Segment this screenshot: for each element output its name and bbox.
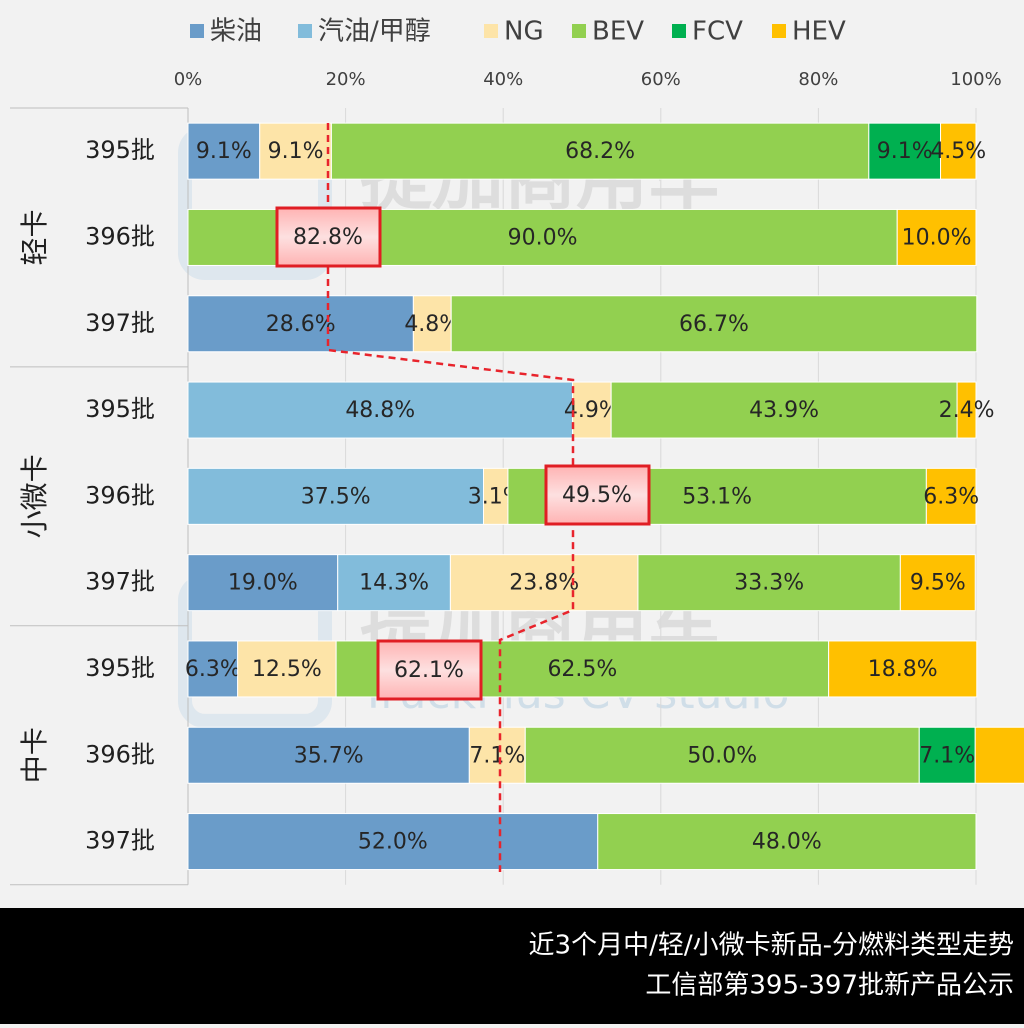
footer-text: 近3个月中/轻/小微卡新品-分燃料类型走势 — [529, 931, 1014, 961]
bar-segment — [637, 554, 901, 612]
y-tick-label: 396批 — [85, 740, 155, 768]
data-label: 6.3% — [923, 484, 979, 509]
data-label: 52.0% — [358, 830, 428, 855]
legend-label: NG — [504, 17, 544, 47]
bar-segment — [412, 295, 452, 353]
bar-segment — [187, 381, 574, 439]
data-label: 37.5% — [301, 484, 371, 509]
data-label: 90.0% — [508, 225, 578, 250]
bar-segment — [610, 381, 958, 439]
group-label: 小微卡 — [18, 454, 51, 538]
legend-label: 汽油/甲醇 — [318, 17, 431, 47]
group-label: 轻卡 — [18, 209, 51, 265]
x-tick-label: 100% — [950, 69, 1001, 90]
bar-segment — [187, 467, 484, 525]
bar-segment — [956, 381, 977, 439]
legend-swatch — [190, 24, 204, 38]
y-tick-label: 397批 — [85, 568, 155, 596]
data-label: 18.8% — [868, 657, 938, 682]
annotation-box — [376, 639, 483, 701]
data-label: 14.3% — [359, 571, 429, 596]
data-label: 2.4% — [939, 398, 995, 423]
x-tick-label: 80% — [798, 69, 838, 90]
data-label: 23.8% — [509, 571, 579, 596]
legend-swatch — [772, 24, 786, 38]
data-label: 12.5% — [252, 657, 322, 682]
legend-label: HEV — [792, 17, 846, 47]
bar-segment — [187, 295, 414, 353]
annotation: 49.5% — [562, 483, 632, 508]
legend-swatch — [672, 24, 686, 38]
data-label: 9.1% — [877, 139, 933, 164]
legend-swatch — [484, 24, 498, 38]
data-label: 10.0% — [902, 225, 972, 250]
annotation-box — [544, 464, 651, 526]
legend-label: FCV — [692, 17, 743, 47]
legend-swatch — [572, 24, 586, 38]
x-tick-label: 0% — [174, 69, 203, 90]
group-label: 中卡 — [18, 727, 51, 783]
bar-segment — [187, 726, 470, 784]
data-label: 19.0% — [228, 571, 298, 596]
legend-swatch — [298, 24, 312, 38]
annotation: 82.8% — [293, 225, 363, 250]
data-label: 9.5% — [910, 571, 966, 596]
data-label: 50.0% — [687, 743, 757, 768]
bar-segment — [896, 208, 977, 266]
x-tick-label: 20% — [326, 69, 366, 90]
y-tick-label: 397批 — [85, 827, 155, 855]
data-label: 28.6% — [266, 312, 336, 337]
annotation: 62.1% — [394, 658, 464, 683]
bar-segment — [899, 554, 976, 612]
legend-label: 柴油 — [210, 17, 262, 47]
y-tick-label: 397批 — [85, 309, 155, 337]
data-label: 48.0% — [752, 830, 822, 855]
bar-segment — [828, 640, 978, 698]
data-label: 7.1% — [469, 743, 525, 768]
bar-segment — [524, 726, 920, 784]
data-label: 9.1% — [196, 139, 252, 164]
y-tick-label: 395批 — [85, 395, 155, 423]
data-label: 4.5% — [930, 139, 986, 164]
data-label: 6.3% — [185, 657, 241, 682]
bar-segment — [918, 726, 976, 784]
y-tick-label: 395批 — [85, 136, 155, 164]
bar-segment — [868, 122, 942, 180]
annotation-box — [275, 206, 382, 268]
data-label: 53.1% — [682, 484, 752, 509]
x-tick-label: 40% — [483, 69, 523, 90]
bar-segment — [572, 381, 612, 439]
bar-segment — [940, 122, 977, 180]
bar-segment — [483, 467, 509, 525]
data-label: 43.9% — [749, 398, 819, 423]
bar-segment — [450, 295, 978, 353]
data-label: 7.1% — [919, 743, 975, 768]
bar-segment — [187, 554, 339, 612]
bar-segment — [925, 467, 977, 525]
y-tick-label: 395批 — [85, 654, 155, 682]
footer-text: 工信部第395-397批新产品公示 — [645, 971, 1014, 1001]
legend-label: BEV — [592, 17, 644, 47]
bar-segment — [187, 640, 239, 698]
bar-segment — [597, 813, 977, 871]
data-label: 35.7% — [294, 743, 364, 768]
data-label: 68.2% — [565, 139, 635, 164]
bar-segment — [187, 122, 261, 180]
data-label: 66.7% — [679, 312, 749, 337]
y-tick-label: 396批 — [85, 481, 155, 509]
data-label: 33.3% — [734, 571, 804, 596]
y-tick-label: 396批 — [85, 222, 155, 250]
data-label: 48.8% — [345, 398, 415, 423]
bar-segment — [974, 726, 1024, 784]
data-label: 9.1% — [268, 139, 324, 164]
x-tick-label: 60% — [641, 69, 681, 90]
footer-band — [0, 908, 1024, 1024]
bar-segment — [187, 813, 599, 871]
data-label: 62.5% — [547, 657, 617, 682]
